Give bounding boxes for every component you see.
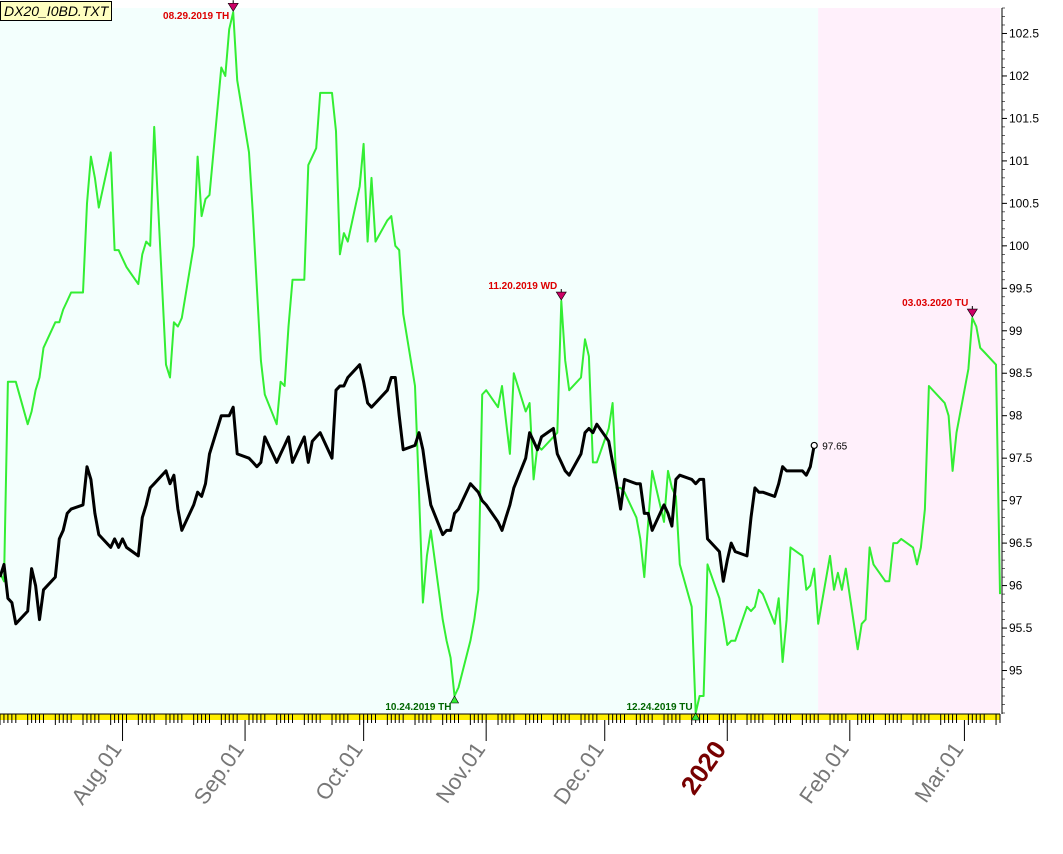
top-marker-icon bbox=[966, 308, 978, 318]
y-axis: 95 95.5 96 96.5 97 97.5 98 98.5 99 99.5 100 100.5 10… bbox=[1001, 7, 1039, 714]
green-series-line bbox=[0, 11, 1001, 714]
top-marker-icon bbox=[555, 291, 567, 301]
y-tick-label: 99.5 bbox=[1009, 281, 1033, 295]
y-tick-label: 95.5 bbox=[1009, 621, 1033, 635]
month-label: Aug.01 bbox=[66, 738, 126, 809]
month-label: Oct.01 bbox=[310, 738, 368, 805]
y-tick-label: 98 bbox=[1009, 409, 1023, 423]
bottom-marker-icon bbox=[691, 712, 701, 721]
y-tick-label: 99 bbox=[1009, 324, 1023, 338]
axis-band bbox=[0, 714, 1000, 720]
y-tick-label: 96.5 bbox=[1009, 536, 1033, 550]
y-tick-label: 102.5 bbox=[1009, 26, 1039, 40]
y-tick-label: 97.5 bbox=[1009, 451, 1033, 465]
history-background bbox=[0, 8, 819, 713]
bottom-marker-icon bbox=[450, 695, 460, 704]
bottom-annotation-label: 12.24.2019 TU bbox=[626, 702, 692, 713]
x-axis: Aug.01 Sep.01 Oct.01 Nov.01 Dec.01 2020 Feb.01… bbox=[66, 720, 969, 809]
y-tick-label: 98.5 bbox=[1009, 366, 1033, 380]
year-label: 2020 bbox=[674, 735, 732, 800]
y-tick-label: 96 bbox=[1009, 579, 1023, 593]
y-tick-label: 101 bbox=[1009, 154, 1029, 168]
top-annotation-label: 11.20.2019 WD bbox=[488, 281, 557, 292]
top-annotation-label: 03.03.2020 TU bbox=[902, 298, 968, 309]
forecast-background bbox=[818, 8, 1000, 713]
top-annotation-label: 08.29.2019 TH bbox=[163, 11, 229, 22]
last-value-marker bbox=[810, 441, 818, 450]
y-tick-label: 97 bbox=[1009, 494, 1023, 508]
bottom-annotation-label: 10.24.2019 TH bbox=[385, 702, 451, 713]
series-lines bbox=[0, 11, 1001, 714]
y-tick-label: 100 bbox=[1009, 239, 1029, 253]
month-label: Nov.01 bbox=[431, 738, 491, 808]
chart-title: DX20_I0BD.TXT bbox=[0, 1, 113, 21]
month-label: Mar.01 bbox=[909, 738, 968, 807]
month-label: Sep.01 bbox=[189, 738, 249, 809]
y-tick-label: 102 bbox=[1009, 69, 1029, 83]
annotations: 08.29.2019 TH 11.20.2019 WD 03.03.2020 TU 1… bbox=[163, 0, 978, 721]
y-tick-label: 100.5 bbox=[1009, 196, 1039, 210]
y-tick-label: 95 bbox=[1009, 664, 1023, 678]
month-label: Feb.01 bbox=[794, 738, 854, 808]
y-tick-label: 101.5 bbox=[1009, 111, 1039, 125]
month-label: Dec.01 bbox=[548, 738, 608, 809]
last-value-label: 97.65 bbox=[822, 441, 847, 452]
top-marker-icon bbox=[227, 2, 239, 12]
black-series-line bbox=[0, 363, 816, 626]
